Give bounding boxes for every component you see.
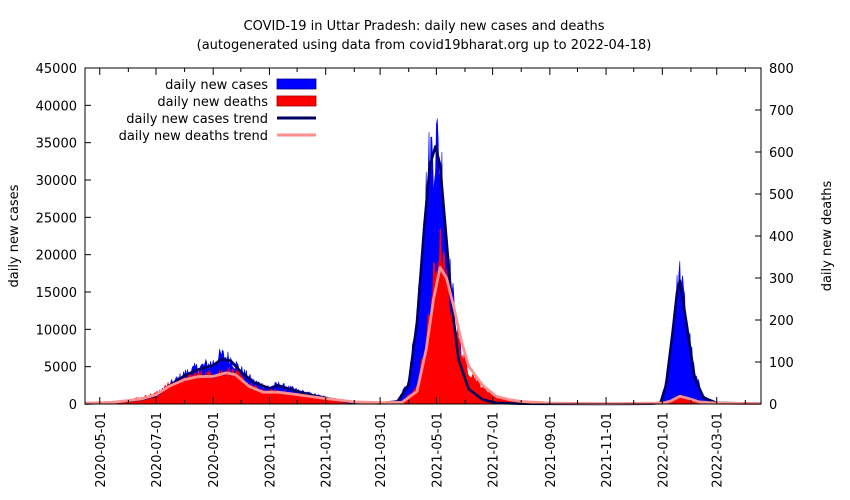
x-tick-label: 2020-11-01 xyxy=(263,412,278,488)
legend-label: daily new deaths trend xyxy=(119,129,268,144)
axes: 0500010000150002000025000300003500040000… xyxy=(36,62,794,488)
x-tick-label: 2021-09-01 xyxy=(544,412,559,488)
plot-area xyxy=(84,118,762,406)
x-tick-label: 2020-09-01 xyxy=(207,412,222,488)
chart-title: COVID-19 in Uttar Pradesh: daily new cas… xyxy=(244,19,605,34)
y-tick-label: 35000 xyxy=(36,137,77,152)
legend-label: daily new deaths xyxy=(157,95,268,110)
daily-new-cases-trend-line xyxy=(84,145,762,406)
y-tick-label: 0 xyxy=(69,398,77,413)
x-tick-label: 2021-07-01 xyxy=(487,412,502,488)
y2-tick-label: 100 xyxy=(769,356,794,371)
legend-label: daily new cases trend xyxy=(126,112,268,127)
x-tick-label: 2021-05-01 xyxy=(430,412,445,488)
y-tick-label: 25000 xyxy=(36,211,77,226)
y2-tick-label: 0 xyxy=(769,398,777,413)
x-tick-label: 2021-01-01 xyxy=(320,412,335,488)
y-tick-label: 15000 xyxy=(36,286,77,301)
y-tick-label: 40000 xyxy=(36,99,77,114)
y2-tick-label: 500 xyxy=(769,188,794,203)
y-tick-label: 20000 xyxy=(36,249,77,264)
legend-label: daily new cases xyxy=(165,78,268,93)
legend-swatch xyxy=(276,78,317,90)
y2-axis-label: daily new deaths xyxy=(820,180,835,291)
legend: daily new cases daily new deaths daily new… xyxy=(119,78,317,144)
x-tick-label: 2022-01-01 xyxy=(656,412,671,488)
y2-tick-label: 200 xyxy=(769,314,794,329)
x-tick-label: 2020-05-01 xyxy=(94,412,109,488)
y2-tick-label: 800 xyxy=(769,62,794,77)
y-tick-label: 30000 xyxy=(36,174,77,189)
y2-tick-label: 300 xyxy=(769,272,794,287)
x-tick-label: 2021-11-01 xyxy=(600,412,615,488)
y-axis-label: daily new cases xyxy=(7,184,22,287)
x-tick-label: 2022-03-01 xyxy=(711,412,726,488)
x-tick-label: 2020-07-01 xyxy=(150,412,165,488)
y2-tick-label: 400 xyxy=(769,230,794,245)
chart-subtitle: (autogenerated using data from covid19bh… xyxy=(197,38,652,53)
y-tick-label: 45000 xyxy=(36,62,77,77)
daily-new-cases-trend-path xyxy=(84,145,762,406)
y2-tick-label: 700 xyxy=(769,104,794,119)
y2-tick-label: 600 xyxy=(769,146,794,161)
x-tick-label: 2021-03-01 xyxy=(374,412,389,488)
y-tick-label: 10000 xyxy=(36,323,77,338)
legend-swatch xyxy=(276,95,317,107)
y-tick-label: 5000 xyxy=(44,361,77,376)
